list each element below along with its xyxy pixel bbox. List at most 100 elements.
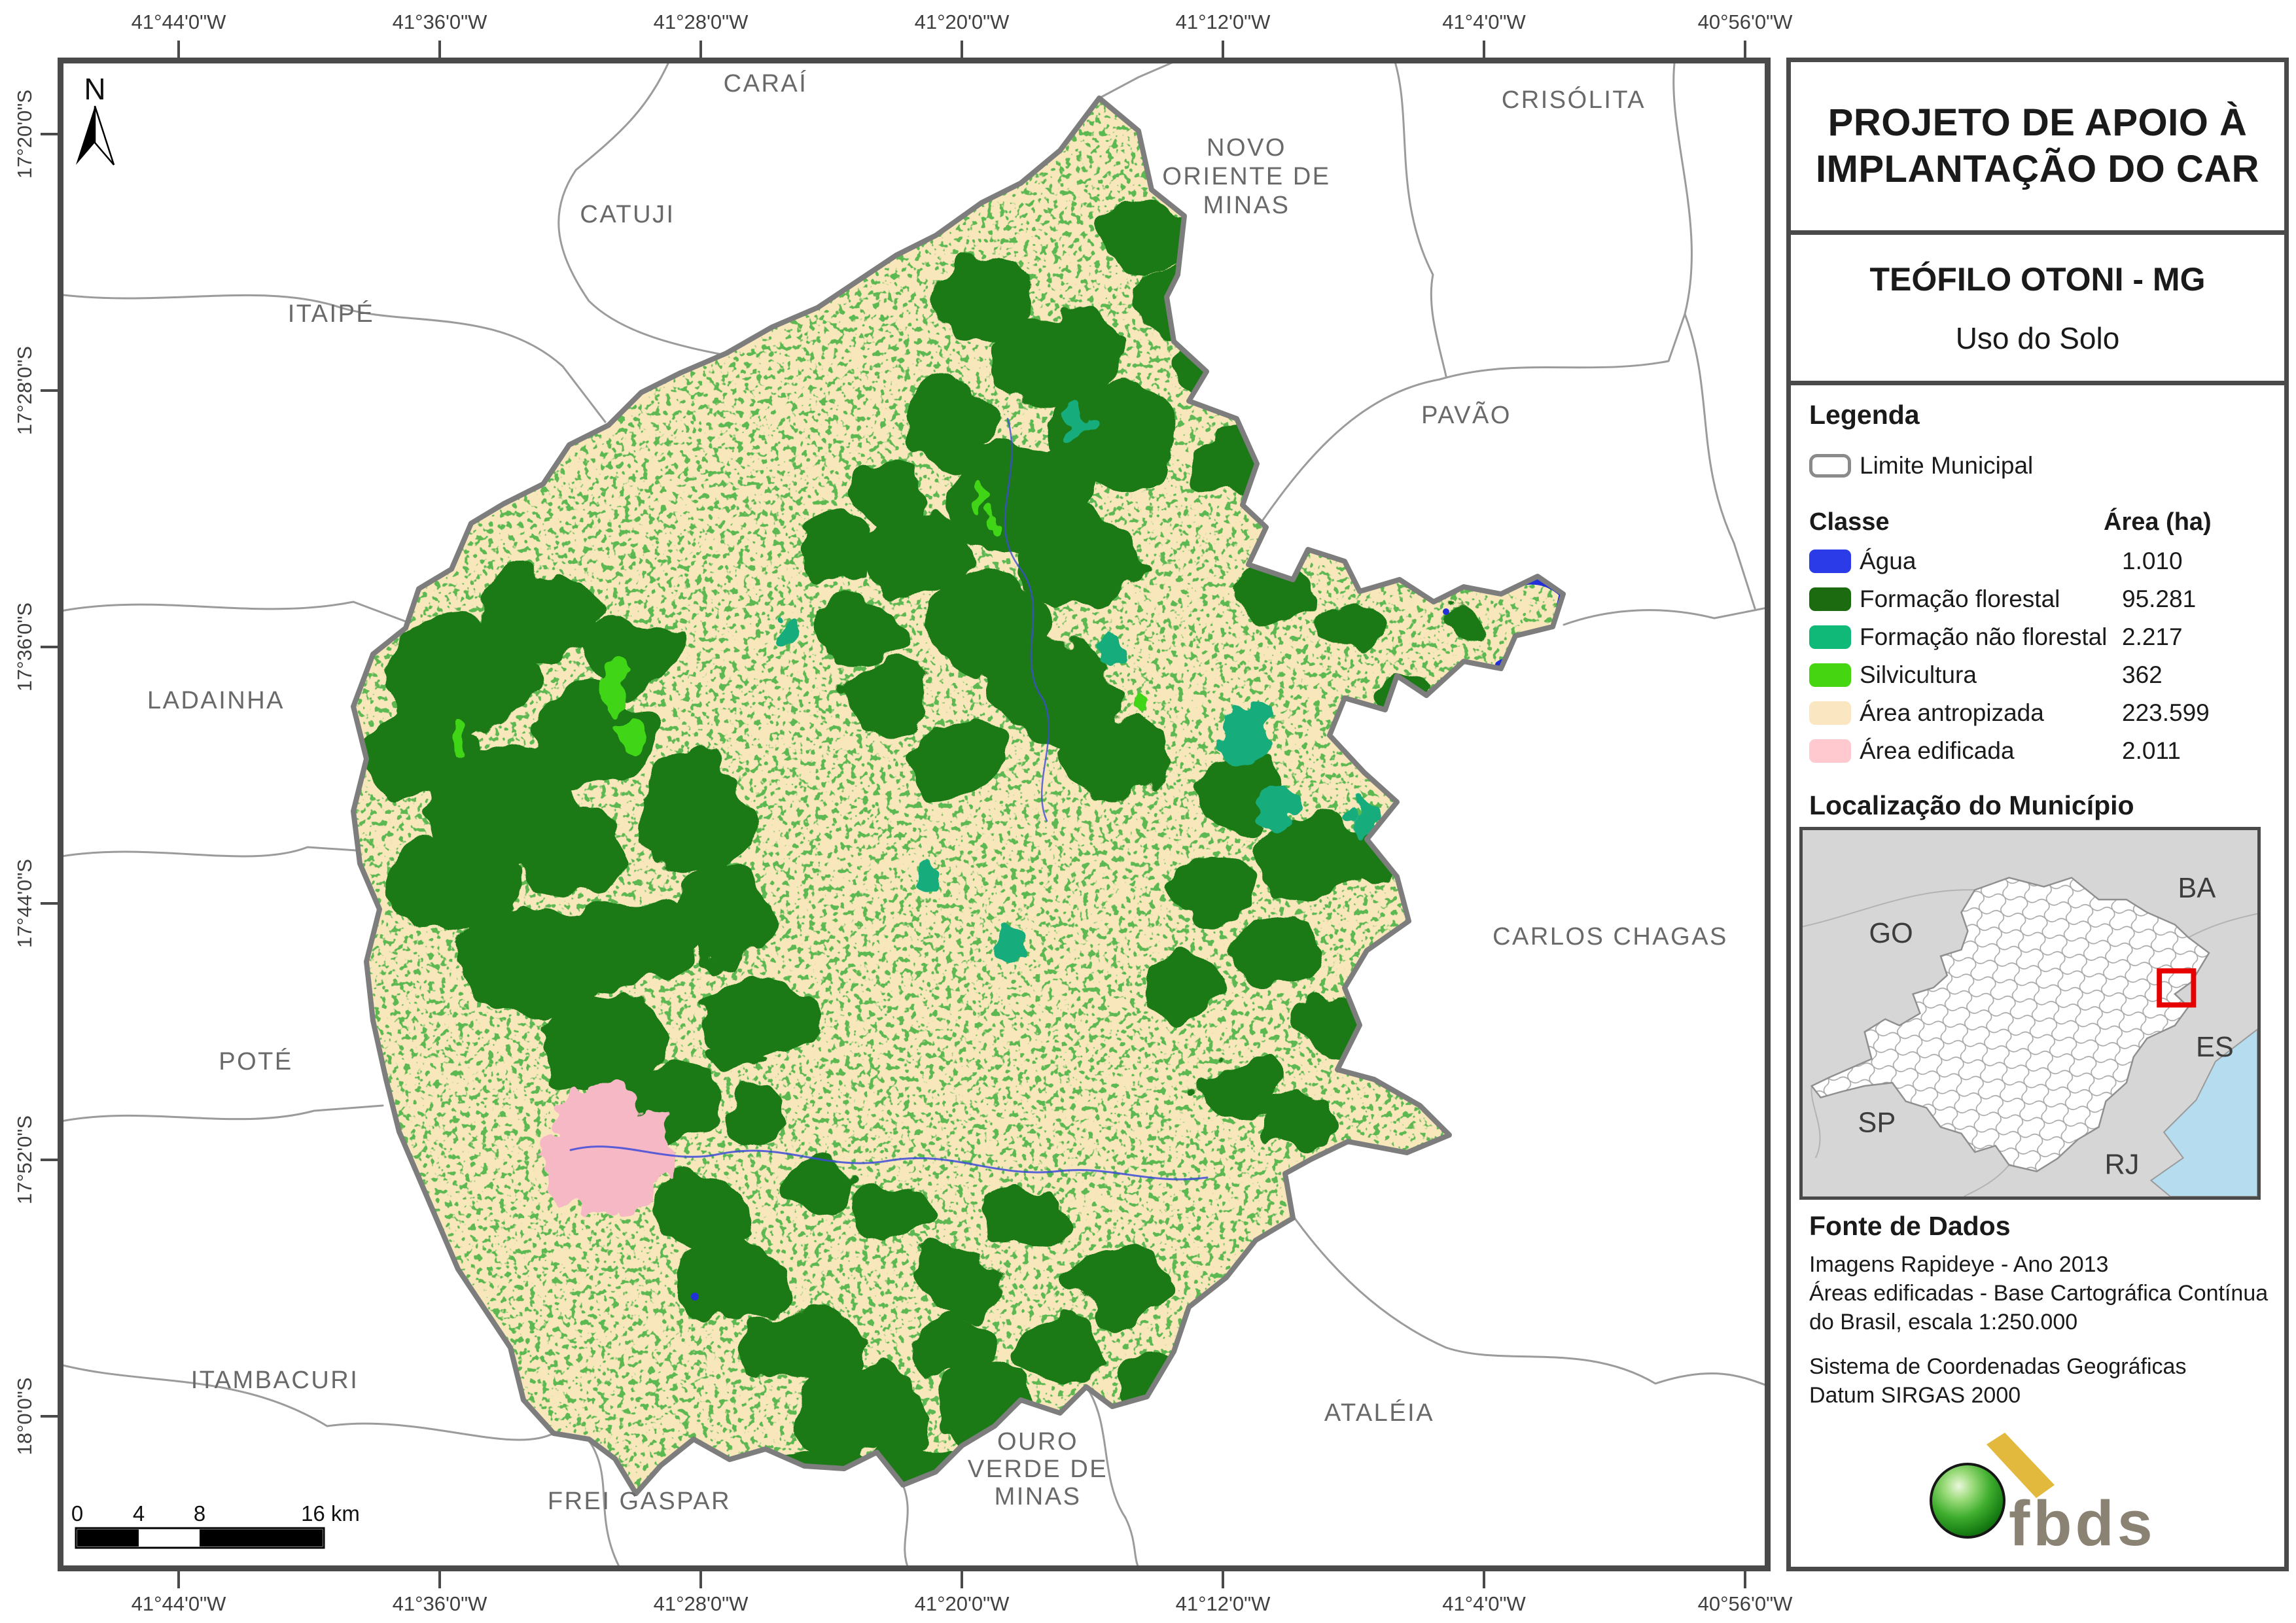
label-carai: CARAÍ xyxy=(724,69,808,97)
label-novo-oriente-2: ORIENTE DE xyxy=(1162,163,1330,190)
label-pote: POTÉ xyxy=(219,1047,292,1075)
lon-label: 41°4'0"W xyxy=(1442,1592,1526,1615)
map-subject: Uso do Solo xyxy=(1955,321,2120,355)
project-title-box: PROJETO DE APOIO À IMPLANTAÇÃO DO CAR xyxy=(1791,62,2284,235)
lon-label: 41°4'0"W xyxy=(1442,10,1526,33)
label-ouro-verde-2: VERDE DE xyxy=(968,1456,1108,1483)
lon-label: 41°44'0"W xyxy=(131,10,226,33)
source-line: Imagens Rapideye - Ano 2013 xyxy=(1809,1252,2109,1277)
legend-area-value: 223.599 xyxy=(2122,699,2210,726)
inset-canvas: GO BA ES SP RJ xyxy=(1803,830,2257,1196)
label-crisolita: CRISÓLITA xyxy=(1502,86,1646,114)
label-catuji: CATUJI xyxy=(580,201,675,228)
state-label-rj: RJ xyxy=(2104,1149,2139,1181)
limite-municipal-label: Limite Municipal xyxy=(1860,452,2034,479)
state-label-ba: BA xyxy=(2178,873,2216,904)
label-novo-oriente-3: MINAS xyxy=(1203,192,1290,219)
tick xyxy=(961,41,963,58)
tick xyxy=(438,41,441,58)
neighbor-boundaries xyxy=(58,58,1771,1571)
tick xyxy=(1744,41,1746,58)
neighbor-labels: CARAÍ CRISÓLITA CATUJI NOVO ORIENTE DE M… xyxy=(147,69,1728,1515)
legend-label: Área antropizada xyxy=(1860,699,2044,726)
legend-label: Formação não florestal xyxy=(1860,623,2108,650)
lat-label: 17°28'0"S xyxy=(13,345,36,436)
tick xyxy=(177,41,180,58)
crs-line: Datum SIRGAS 2000 xyxy=(1809,1383,2021,1408)
label-ouro-verde-3: MINAS xyxy=(995,1483,1082,1510)
tick xyxy=(41,646,58,648)
lat-label: 17°44'0"S xyxy=(13,858,36,949)
tick xyxy=(41,902,58,905)
north-arrow-right-half xyxy=(94,105,115,166)
north-arrow-left-half xyxy=(76,106,95,165)
municipality-title-box: TEÓFILO OTONI - MG Uso do Solo xyxy=(1791,235,2284,385)
scale-bar-segment xyxy=(77,1529,139,1546)
legend-area-value: 95.281 xyxy=(2122,585,2197,612)
label-itaipe: ITAIPÉ xyxy=(288,300,375,328)
legend-row: Formação florestal 95.281 xyxy=(1809,585,2196,613)
legend-class-header: Classe xyxy=(1809,508,1890,536)
tick xyxy=(1483,1571,1485,1588)
tick xyxy=(1222,41,1224,58)
fbds-logo: fbds xyxy=(1930,1433,2153,1559)
legend-label: Área edificada xyxy=(1860,737,2015,764)
crs-line: Sistema de Coordenadas Geográficas xyxy=(1809,1354,2187,1379)
main-map: CARAÍ CRISÓLITA CATUJI NOVO ORIENTE DE M… xyxy=(58,58,1771,1571)
label-carlos-chagas: CARLOS CHAGAS xyxy=(1492,923,1728,951)
scale-bar-segment xyxy=(200,1529,323,1546)
tick xyxy=(699,41,702,58)
map-frame-border xyxy=(58,58,1771,1571)
area-antropizada-swatch xyxy=(1809,701,1851,725)
tick xyxy=(41,133,58,135)
tick xyxy=(41,1159,58,1161)
legend-row: Água 1.010 xyxy=(1809,548,2183,575)
north-arrow-label: N xyxy=(84,72,105,106)
legend-row: Silvicultura 362 xyxy=(1809,661,2163,689)
lon-label: 41°28'0"W xyxy=(653,10,749,33)
legend-area-value: 1.010 xyxy=(2122,548,2183,574)
tick xyxy=(438,1571,441,1588)
label-novo-oriente-1: NOVO xyxy=(1207,134,1286,162)
logo-yellow-bar xyxy=(1987,1433,2055,1498)
state-label-go: GO xyxy=(1869,918,1913,949)
legend-row: Área edificada 2.011 xyxy=(1809,737,2181,765)
limite-municipal-swatch xyxy=(1809,454,1851,478)
project-title-line2: IMPLANTAÇÃO DO CAR xyxy=(1815,147,2260,190)
minas-gerais-shape xyxy=(1810,877,2210,1172)
legend-area-value: 362 xyxy=(2122,661,2163,688)
legend-row: Formação não florestal 2.217 xyxy=(1809,623,2183,651)
label-ouro-verde-1: OURO xyxy=(997,1428,1078,1456)
lon-label: 41°44'0"W xyxy=(131,1592,226,1615)
map-canvas: CARAÍ CRISÓLITA CATUJI NOVO ORIENTE DE M… xyxy=(58,58,1771,1571)
project-title-line1: PROJETO DE APOIO À xyxy=(1828,101,2248,144)
municipality-highlight-box xyxy=(2157,968,2197,1008)
lon-label: 40°56'0"W xyxy=(1697,10,1793,33)
ocean xyxy=(2149,1028,2257,1196)
lon-label: 41°36'0"W xyxy=(392,1592,487,1615)
legend-label: Água xyxy=(1860,548,1916,574)
lat-label: 17°36'0"S xyxy=(13,602,36,692)
area-edificada-city xyxy=(541,1085,677,1219)
label-ladainha: LADAINHA xyxy=(147,687,285,714)
legend-row: Área antropizada 223.599 xyxy=(1809,699,2210,727)
area-edificada-swatch xyxy=(1809,739,1851,763)
legend-area-header: Área (ha) xyxy=(2104,508,2212,536)
scale-0: 0 xyxy=(71,1501,83,1526)
source-lines: Imagens Rapideye - Ano 2013 Áreas edific… xyxy=(1809,1250,2268,1336)
formacao-nao-florestal-swatch xyxy=(1809,625,1851,649)
north-arrow: N xyxy=(76,72,115,166)
label-ataleia: ATALÉIA xyxy=(1324,1399,1434,1427)
agua-swatch xyxy=(1809,550,1851,573)
lon-label: 41°12'0"W xyxy=(1175,10,1271,33)
tick xyxy=(961,1571,963,1588)
lon-label: 41°36'0"W xyxy=(392,10,487,33)
label-frei-gaspar: FREI GASPAR xyxy=(548,1488,731,1515)
tick xyxy=(41,389,58,392)
source-heading: Fonte de Dados xyxy=(1809,1211,2011,1241)
formacao-florestal-swatch xyxy=(1809,587,1851,611)
state-label-es: ES xyxy=(2196,1032,2234,1063)
lon-label: 41°20'0"W xyxy=(914,1592,1010,1615)
scale-16km: 16 km xyxy=(301,1501,360,1526)
lat-label: 17°20'0"S xyxy=(13,89,36,179)
